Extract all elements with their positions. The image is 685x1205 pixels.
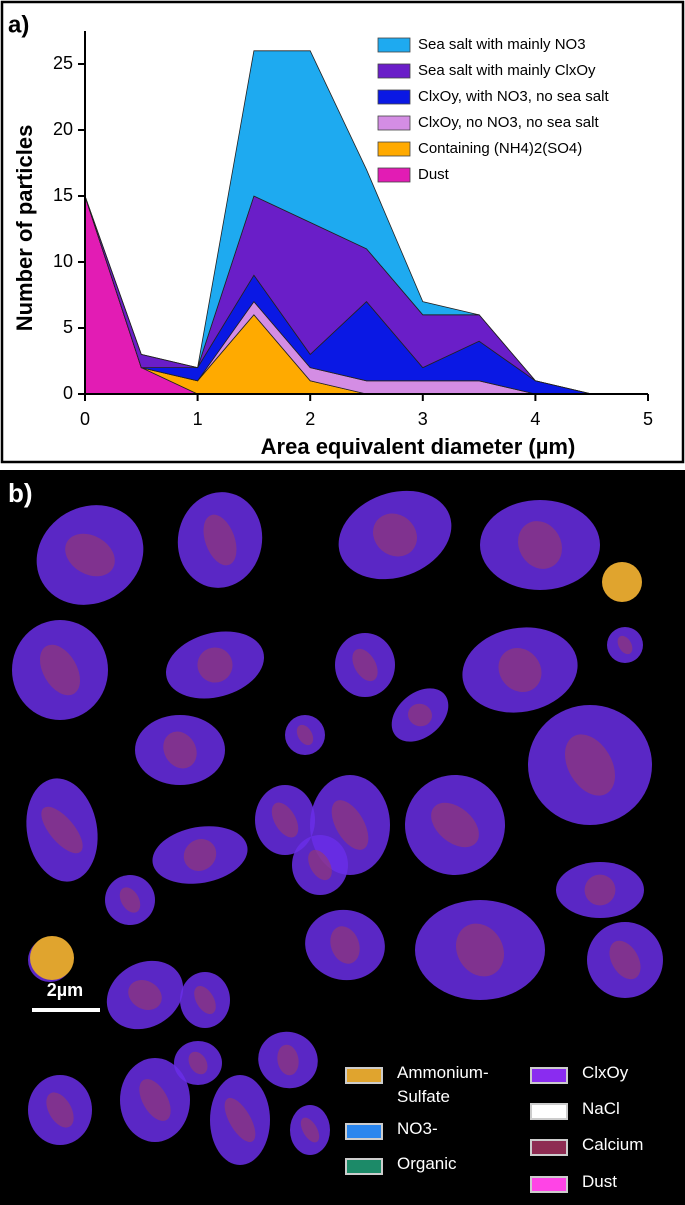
x-tick-label: 4 (530, 409, 540, 429)
particle-core (119, 887, 141, 913)
legend-label: Calcium (582, 1135, 644, 1154)
legend-swatch (377, 115, 411, 131)
legend-label: NaCl (582, 1099, 620, 1118)
panel-frame (0, 0, 685, 464)
legend-swatch (345, 1158, 383, 1175)
x-tick-label: 2 (305, 409, 315, 429)
x-tick-label: 0 (80, 409, 90, 429)
particle-core (455, 923, 505, 977)
legend-label: ClxOy, with NO3, no sea salt (418, 88, 609, 105)
legend-swatch (530, 1176, 568, 1193)
legend-label: Sea salt with mainly ClxOy (418, 62, 596, 79)
particle-core (584, 874, 616, 906)
particle (30, 936, 74, 980)
particle-core (308, 849, 332, 881)
panel-label: b) (8, 478, 33, 508)
particle-core (39, 644, 81, 696)
micrograph (12, 490, 663, 1165)
legend-label: NO3- (397, 1119, 438, 1138)
legend-item: NaCl (530, 1099, 682, 1121)
x-tick-label: 5 (643, 409, 653, 429)
micrograph-panel: b) 2µm Ammonium-Sulfate NO3- Organic ClxOy N… (0, 470, 685, 1205)
y-tick-label: 25 (53, 53, 73, 73)
y-tick-label: 10 (53, 251, 73, 271)
legend-swatch (377, 63, 411, 79)
particle-core (41, 806, 83, 854)
legend-swatch (377, 89, 411, 105)
particle-core (300, 1117, 320, 1143)
legend-swatch (530, 1139, 568, 1156)
y-tick-label: 0 (63, 383, 73, 403)
particle-core (224, 1097, 256, 1143)
particle-core (271, 802, 299, 838)
legend-label: ClxOy, no NO3, no sea salt (418, 114, 599, 131)
legend-item: ClxOy (530, 1063, 682, 1085)
particle-core (609, 940, 641, 980)
legend-swatch (377, 141, 411, 157)
particle-core (331, 800, 369, 850)
particle-core (203, 514, 237, 566)
x-axis-label: Area equivalent diameter (µm) (261, 434, 576, 459)
particle-core (183, 839, 217, 871)
legend-swatch (377, 37, 411, 53)
particle-core (163, 731, 197, 769)
legend-swatch (345, 1067, 383, 1084)
particle-core (330, 926, 360, 964)
scale-bar-label: 2µm (46, 980, 84, 1000)
legend-label: ClxOy (582, 1063, 629, 1082)
particle-core (194, 985, 216, 1015)
panel-label: a) (8, 11, 29, 38)
legend-swatch (345, 1123, 383, 1140)
particle-core (128, 980, 162, 1010)
particle-core (46, 1092, 74, 1128)
legend-item: Dust (530, 1172, 682, 1194)
legend-label: Dust (418, 166, 450, 183)
particle-core (188, 1051, 208, 1075)
legend-item: Calcium (530, 1135, 682, 1157)
scale-bar (32, 1008, 100, 1012)
legend-item: Organic (345, 1154, 497, 1176)
particle-core (65, 533, 115, 577)
particle (602, 562, 642, 602)
particle-core (277, 1044, 299, 1076)
legend-swatch (377, 167, 411, 183)
particle-core (373, 513, 417, 557)
legend-label: Organic (397, 1154, 457, 1173)
y-tick-label: 20 (53, 119, 73, 139)
y-tick-label: 15 (53, 185, 73, 205)
legend-label: Containing (NH4)2(SO4) (418, 140, 582, 157)
x-tick-label: 3 (418, 409, 428, 429)
particle-core (296, 724, 314, 746)
particle-core (352, 648, 378, 682)
particle-core (139, 1079, 171, 1121)
particle-core (518, 521, 562, 569)
legend-item: Ammonium-Sulfate (345, 1063, 497, 1109)
legend-label: Dust (582, 1172, 617, 1191)
particle-core (408, 703, 432, 727)
particle-core (431, 802, 479, 848)
area (84, 50, 648, 395)
legend-label: Sea salt with mainly NO3 (418, 36, 586, 53)
chart: a) Area equivalent diameter (µm) Number … (0, 0, 685, 464)
x-tick-label: 1 (193, 409, 203, 429)
particle-core (498, 648, 542, 692)
legend-label: Ammonium-Sulfate (397, 1063, 489, 1106)
particle-core (197, 647, 233, 683)
legend-swatch (530, 1067, 568, 1084)
y-tick-label: 5 (63, 317, 73, 337)
legend-item: NO3- (345, 1119, 497, 1141)
particle-core (564, 734, 616, 796)
particle-core (617, 635, 633, 655)
legend-swatch (530, 1103, 568, 1120)
y-axis-label: Number of particles (12, 125, 37, 332)
